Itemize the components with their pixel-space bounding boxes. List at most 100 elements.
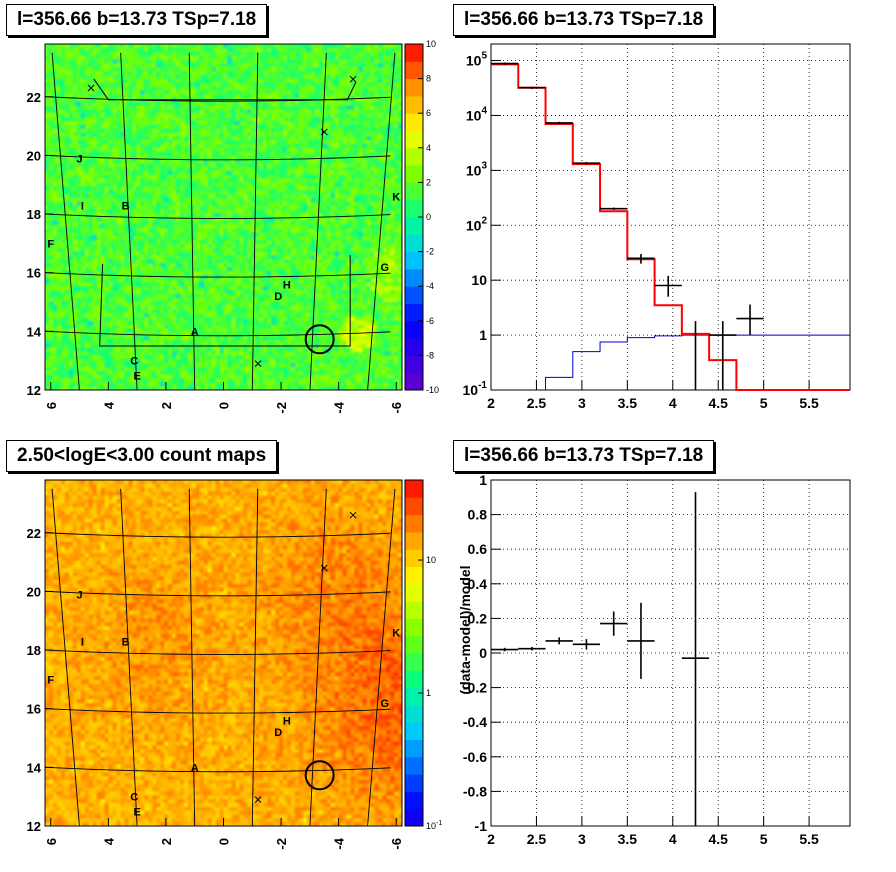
count-colorbar-cell — [405, 549, 423, 567]
count-source-label: J — [76, 589, 82, 601]
residual-ytick-label: 0.6 — [468, 541, 488, 557]
svg-text:10-1: 10-1 — [463, 380, 488, 398]
resid-colorbar-cell — [405, 78, 423, 97]
resid-colorbar-cell — [405, 251, 423, 270]
resid-colorbar-label: -2 — [426, 247, 434, 257]
resid-meridian — [120, 52, 138, 391]
residual-point — [600, 611, 628, 636]
resid-colorbar-label: 4 — [426, 143, 431, 153]
count-xtick-label: -6 — [389, 838, 404, 850]
data-point — [545, 121, 573, 125]
resid-colorbar-cell — [405, 165, 423, 183]
resid-ytick-label: 20 — [27, 148, 41, 163]
count-colorbar-label: 10-1 — [426, 820, 442, 831]
resid-colorbar-cell — [405, 355, 423, 374]
resid-parallel — [44, 154, 391, 161]
count-meridian — [120, 488, 138, 827]
resid-source-label: G — [380, 262, 389, 274]
count-colorbar-cell — [405, 497, 423, 516]
count-meridian — [51, 488, 80, 827]
count-colorbar-cell — [405, 756, 423, 775]
data-point — [654, 275, 682, 297]
count-colorbar-cell — [405, 566, 423, 585]
residual-ytick-label: 0.4 — [468, 576, 488, 592]
count-ytick-label: 18 — [27, 643, 41, 658]
spectrum-xtick-label: 2.5 — [527, 395, 547, 411]
background-model-line — [545, 334, 850, 390]
spectrum-plot: 10-1 1 10 102 103 104 105 2 2.5 3 3.5 4 4.5 5 5.5 — [463, 43, 851, 411]
resid-source-label: F — [47, 238, 54, 250]
residual-xtick-label: 4.5 — [708, 831, 728, 847]
residual-xtick-label: 4 — [669, 831, 677, 847]
spectrum-ytick-label: 105 — [466, 51, 488, 69]
resid-meridian — [367, 52, 396, 391]
svg-text:103: 103 — [466, 160, 488, 178]
count-coord-grid — [44, 488, 396, 827]
count-ytick-label: 20 — [27, 584, 41, 599]
residual-point — [572, 639, 601, 650]
count-parallel — [44, 649, 391, 655]
total-model-line — [491, 63, 850, 391]
count-colorbar-cell — [405, 704, 423, 723]
residual-point — [681, 492, 710, 826]
resid-source-label: B — [122, 200, 130, 212]
svg-text:105: 105 — [466, 51, 488, 69]
count-colorbar-cell — [405, 791, 423, 810]
residual-ytick-label: -0.6 — [463, 749, 487, 765]
resid-colorbar-cell — [405, 217, 423, 235]
resid-xtick-label: -6 — [389, 402, 404, 414]
svg-text:0: 0 — [426, 212, 431, 222]
count-parallel — [44, 590, 391, 597]
resid-source-label: I — [81, 200, 84, 212]
count-colorbar-frame — [404, 479, 424, 827]
count-source-label: G — [380, 698, 389, 710]
data-point — [600, 207, 628, 210]
count-xtick-label: 6 — [44, 838, 59, 845]
count-source-label: C — [130, 792, 138, 804]
spectrum-xtick-label: 4 — [669, 395, 677, 411]
residual-xtick-label: 5 — [760, 831, 768, 847]
count-colorbar-cell — [405, 774, 423, 792]
resid-colorbar-label: 8 — [426, 74, 431, 84]
svg-text:-10: -10 — [426, 385, 439, 395]
residual-ytick-label: -0.8 — [463, 783, 487, 799]
count-source-label: K — [392, 627, 400, 639]
svg-text:8: 8 — [426, 74, 431, 84]
resid-colorbar-label: 0 — [426, 212, 431, 222]
svg-text:-8: -8 — [426, 350, 434, 360]
count-ytick-label: 12 — [27, 819, 41, 834]
count-source-circle — [304, 760, 335, 791]
count-marker — [320, 564, 328, 572]
resid-colorbar-cell — [405, 95, 423, 114]
count-xtick-label: -4 — [332, 837, 347, 849]
data-point — [709, 321, 737, 390]
resid-ytick-label: 22 — [27, 90, 41, 105]
count-xtick-label: -2 — [274, 838, 289, 850]
count-meridian — [367, 488, 396, 827]
svg-text:10: 10 — [426, 555, 436, 565]
residual-ytick-label: 0 — [479, 645, 487, 661]
resid-colorbar-cell — [405, 286, 423, 304]
data-point — [518, 86, 546, 89]
resid-source-label: H — [283, 279, 291, 291]
count-source-label: D — [274, 727, 282, 739]
resid-marker — [87, 84, 95, 92]
resid-xtick-label: 6 — [44, 402, 59, 409]
spectrum-title: l=356.66 b=13.73 TSp=7.18 — [453, 4, 715, 36]
resid-colorbar-label: -8 — [426, 350, 434, 360]
residual-xtick-label: 3.5 — [618, 831, 638, 847]
resid-colorbar-cell — [405, 303, 423, 322]
count-colorbar-cell — [405, 635, 423, 654]
svg-text:1: 1 — [426, 688, 431, 698]
count-source-label: F — [47, 674, 54, 686]
residual-ylabel: (data-model)/model — [457, 565, 473, 694]
map-top-title: l=356.66 b=13.73 TSp=7.18 — [6, 4, 268, 36]
count-colorbar-cell — [405, 618, 423, 637]
count-colorbar-cell — [405, 808, 423, 827]
resid-meridian — [309, 52, 327, 391]
residual-title: l=356.66 b=13.73 TSp=7.18 — [453, 440, 715, 472]
count-xtick-label: 4 — [101, 837, 116, 845]
svg-text:10: 10 — [471, 272, 487, 288]
spectrum-xtick-label: 3.5 — [618, 395, 638, 411]
